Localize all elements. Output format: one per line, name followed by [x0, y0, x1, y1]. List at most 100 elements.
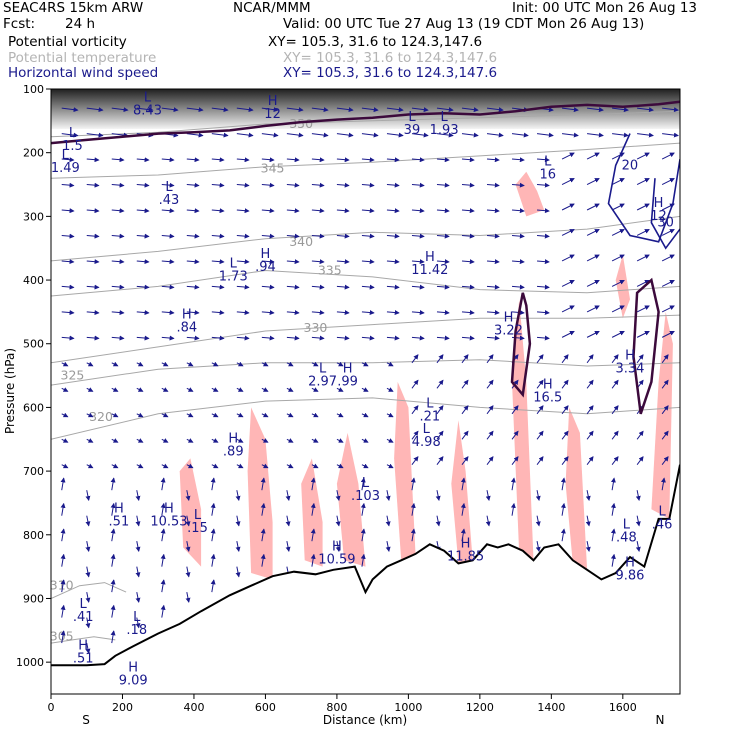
wind-vector-128: [136, 233, 150, 239]
wind-vector-423: [635, 515, 641, 527]
wind-vector-286: [336, 387, 344, 392]
wind-vector-463: [160, 579, 166, 593]
extremum-value-3: 1.93: [430, 123, 459, 138]
wind-vector-245: [561, 330, 575, 338]
wind-vector-402: [110, 502, 116, 516]
wind-vector-13: [386, 107, 404, 113]
wind-vector-428: [160, 528, 166, 542]
wind-vector-269: [536, 354, 544, 364]
wind-vector-295: [561, 379, 569, 389]
y-tick-label-800: 800: [23, 529, 44, 542]
wind-vector-136: [336, 233, 350, 239]
extremum-type-23: H: [164, 502, 174, 517]
wind-vector-324: [661, 405, 669, 415]
wind-vector-67: [486, 157, 500, 163]
wind-vector-209: [286, 310, 300, 316]
wind-vector-226: [86, 335, 100, 341]
wind-vector-110: [311, 208, 325, 214]
wind-vector-36: [336, 132, 354, 138]
wind-vector-108: [261, 208, 275, 214]
init-time: Init: 00 UTC Mon 26 Aug 13: [512, 0, 697, 16]
wind-vector-359: [286, 463, 294, 469]
wind-vector-287: [361, 387, 369, 392]
wind-vector-304: [161, 412, 169, 418]
extremum-value-27: 10.59: [318, 553, 355, 568]
wind-vector-179: [161, 284, 175, 290]
pv-region-7: [179, 458, 202, 567]
wind-vector-341: [461, 430, 469, 440]
extremum-type-29: H: [625, 556, 635, 571]
wind-vector-152: [111, 259, 125, 265]
wind-vector-177: [111, 284, 125, 290]
wind-vector-334: [286, 438, 294, 443]
extremum-type-20: H: [228, 431, 238, 446]
wind-vector-135: [311, 233, 325, 239]
wind-vector-457: [360, 553, 366, 567]
extremum-value-11: 11.42: [411, 263, 448, 278]
extremum-type-15: L: [319, 361, 327, 376]
wind-vector-198: [636, 279, 650, 287]
extremum-type-27: H: [332, 540, 342, 555]
wind-vector-284: [286, 387, 294, 392]
extremum-value-33: 9.09: [119, 674, 148, 689]
wind-vector-307: [236, 412, 244, 418]
wind-vector-314: [411, 405, 419, 415]
theta-label-350: 350: [289, 116, 313, 131]
forecast-hour: 24 h: [65, 16, 96, 32]
wind-vector-391: [460, 477, 466, 491]
terrain-fill: [51, 464, 680, 694]
wind-vector-429: [185, 541, 191, 552]
wind-vector-375: [60, 477, 66, 491]
wind-vector-6: [211, 107, 229, 113]
extremum-value-14: 3.34: [615, 362, 644, 377]
model-name: SEAC4RS 15km ARW: [3, 0, 144, 16]
wind-vector-410: [310, 502, 316, 516]
wind-vector-441: [535, 541, 541, 552]
wind-vector-86: [336, 182, 350, 188]
y-tick-label-700: 700: [23, 465, 44, 478]
wind-vector-264: [411, 354, 419, 364]
wind-vector-114: [411, 208, 425, 214]
wind-vector-20: [562, 107, 579, 113]
theta-contour-340: [51, 215, 680, 262]
wind-vector-118: [511, 208, 525, 214]
wind-vector-58: [261, 157, 275, 163]
wind-vector-352: [111, 463, 119, 469]
wind-vector-149: [661, 229, 675, 236]
wind-vector-165: [436, 259, 450, 265]
wind-vector-332: [236, 438, 244, 443]
wind-vector-438: [410, 528, 416, 542]
wind-vector-420: [560, 502, 566, 516]
extremum-value-2: 1.5: [62, 139, 83, 154]
extremum-type-21: L: [362, 476, 370, 491]
wind-vector-190: [436, 284, 450, 290]
wind-vector-244: [537, 335, 550, 341]
wind-vector-370: [561, 456, 569, 466]
wind-vector-49: [662, 132, 679, 138]
wind-vector-172: [611, 254, 625, 262]
wind-vector-220: [561, 305, 575, 313]
wind-vector-344: [536, 430, 544, 440]
wind-vector-25: [61, 132, 79, 138]
extremum-type-13: H: [504, 310, 514, 325]
wind-vector-419: [535, 515, 541, 527]
wind-vector-33: [261, 132, 279, 138]
wind-vector-367: [486, 456, 494, 466]
wind-vector-144: [537, 233, 550, 239]
wind-vector-164: [411, 259, 425, 265]
wind-vector-96: [586, 178, 600, 185]
wind-vector-80: [186, 182, 200, 188]
wind-vector-40: [436, 132, 454, 138]
wind-vector-63: [386, 157, 400, 163]
wind-vector-38: [386, 132, 404, 138]
wind-vector-263: [386, 361, 394, 367]
wind-vector-274: [661, 354, 669, 364]
extremum-type-31: L: [133, 610, 141, 625]
wind-vector-355: [186, 463, 194, 469]
wind-vector-433: [285, 541, 291, 552]
wind-vector-261: [336, 361, 344, 367]
wind-vector-184: [286, 284, 300, 290]
wind-vector-216: [461, 310, 475, 316]
theta-contour-350: [51, 110, 680, 138]
wind-vector-257: [236, 361, 244, 367]
